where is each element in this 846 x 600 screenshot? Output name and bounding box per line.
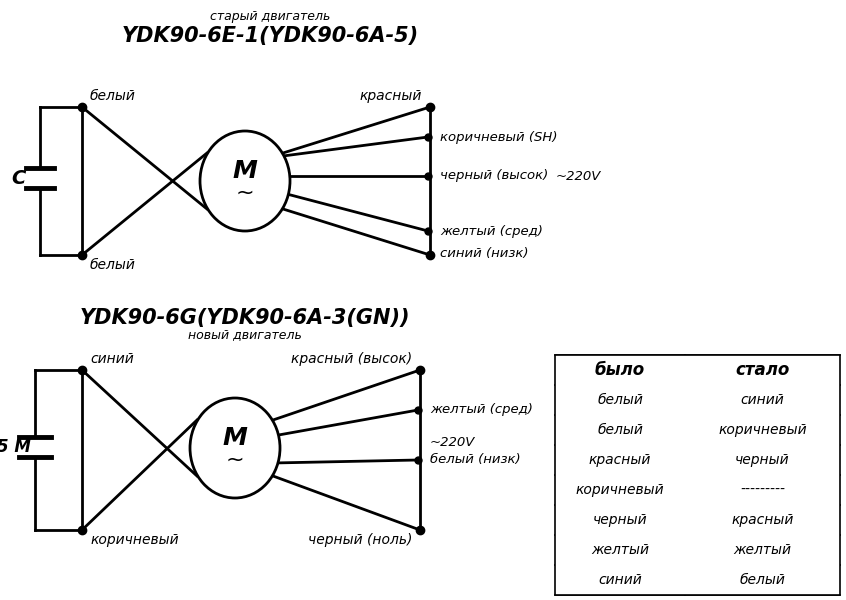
Text: черный: черный [593,513,647,527]
Text: белый (низк): белый (низк) [430,454,520,467]
Text: 3,5 М: 3,5 М [0,438,31,456]
Text: YDK90-6E-1(YDK90-6A-5): YDK90-6E-1(YDK90-6A-5) [122,26,419,46]
Text: коричневый: коричневый [575,483,664,497]
Text: M: M [222,426,247,450]
Text: ~220V: ~220V [556,169,602,182]
Text: белый: белый [597,423,643,437]
Text: синий: синий [740,393,784,407]
Text: желтый (сред): желтый (сред) [430,403,533,416]
Text: старый двигатель: старый двигатель [210,10,330,23]
Ellipse shape [200,131,290,231]
Text: красный (высок): красный (высок) [291,352,412,366]
Text: ~: ~ [236,183,255,203]
Text: коричневый: коричневый [90,533,179,547]
Text: было: было [595,361,645,379]
Text: синий: синий [90,352,134,366]
Text: красный: красный [731,513,794,527]
Text: ---------: --------- [740,483,785,497]
Text: M: M [233,159,257,183]
Text: черный: черный [735,453,790,467]
Text: красный: красный [360,89,422,103]
Text: YDK90-6G(YDK90-6A-3(GN)): YDK90-6G(YDK90-6A-3(GN)) [80,308,410,328]
Text: черный (ноль): черный (ноль) [308,533,412,547]
Text: желтый (сред): желтый (сред) [440,224,543,238]
Text: белый: белый [597,393,643,407]
Text: белый: белый [90,89,136,103]
Text: желтый: желтый [591,543,649,557]
Text: ~: ~ [226,450,244,470]
Text: коричневый: коричневый [718,423,807,437]
Text: коричневый (SH): коричневый (SH) [440,130,558,143]
Ellipse shape [190,398,280,498]
Text: новый двигатель: новый двигатель [188,328,302,341]
Bar [555,355,840,595]
Text: белый: белый [739,573,785,587]
Text: белый: белый [90,258,136,272]
Text: красный: красный [589,453,651,467]
Text: черный (высок): черный (высок) [440,169,548,182]
Text: стало: стало [735,361,789,379]
Text: C: C [11,169,25,187]
Text: ~220V: ~220V [430,437,475,449]
Text: синий (низк): синий (низк) [440,247,529,260]
Text: желтый: желтый [733,543,792,557]
Text: синий: синий [598,573,642,587]
